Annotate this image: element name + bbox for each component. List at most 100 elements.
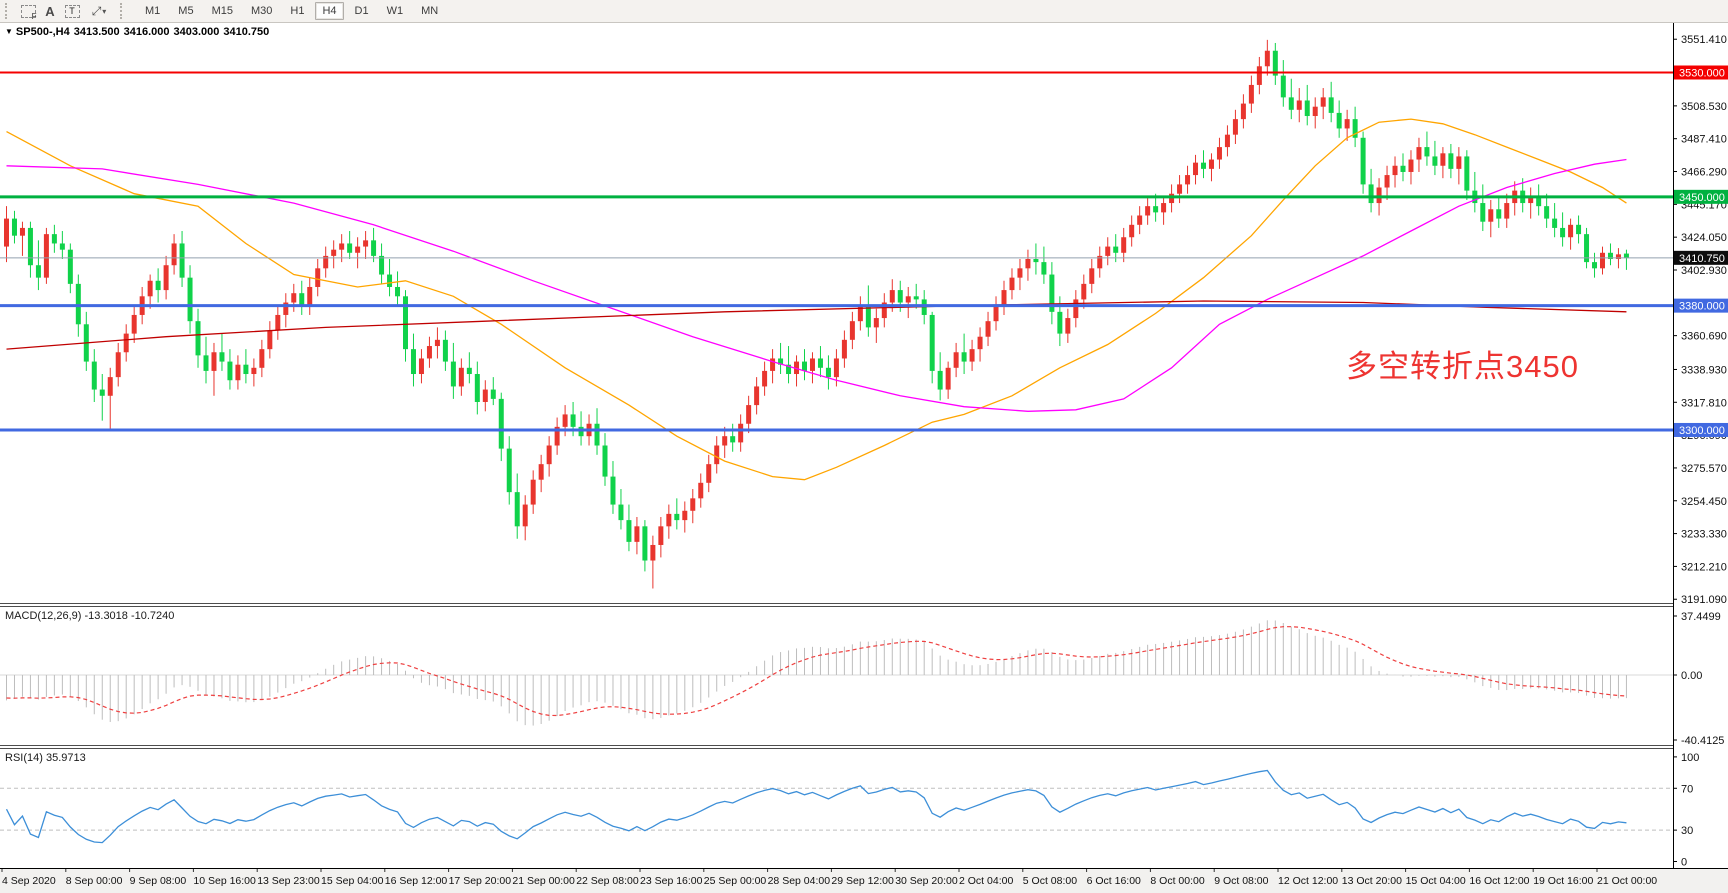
candle-body	[1216, 147, 1222, 160]
candle-body	[570, 414, 576, 427]
candle-body	[171, 243, 177, 266]
timeframe-button-M30[interactable]: M30	[250, 5, 273, 17]
timeframe-button-H4[interactable]: H4	[315, 2, 344, 20]
candle-body	[1081, 283, 1087, 300]
text-tool-button[interactable]: T	[61, 2, 83, 20]
candle-body	[498, 398, 504, 449]
candle-body	[522, 504, 528, 527]
candle-body	[99, 389, 105, 396]
candle-body	[546, 445, 552, 465]
candle-body	[1408, 159, 1414, 172]
candle-body	[754, 386, 760, 406]
time-tick-label: 19 Oct 16:00	[1533, 875, 1593, 887]
candle-body	[1113, 246, 1119, 253]
candle-body	[1464, 156, 1470, 191]
timeframe-button-M15[interactable]: M15	[211, 5, 233, 17]
candle-body	[762, 370, 768, 387]
rsi-indicator-label: RSI(14) 35.9713	[5, 752, 86, 764]
timeframe-button-D1[interactable]: D1	[354, 5, 369, 17]
candle-body	[1025, 259, 1031, 269]
timeframe-button-H1[interactable]: H1	[290, 5, 305, 17]
symbol-info: ▼ SP500-,H4 3413.500 3416.000 3403.000 3410.7…	[5, 26, 273, 38]
candle-body	[937, 370, 943, 390]
toolbar-grip-2[interactable]	[120, 3, 127, 19]
candle-body	[91, 361, 97, 390]
candle-body	[482, 389, 488, 402]
candle-body	[634, 526, 640, 542]
candle-body	[809, 358, 815, 371]
candle-body	[195, 321, 201, 356]
arrows-tool-button[interactable]: ⤢ ▾	[83, 2, 115, 20]
candle-body	[115, 352, 121, 378]
timeframe-button-W1[interactable]: W1	[386, 5, 404, 17]
candle-body	[1592, 262, 1598, 269]
price-badge	[1674, 189, 1728, 204]
macd-indicator-label: MACD(12,26,9) -13.3018 -10.7240	[5, 610, 175, 622]
price-tick-label: 3212.210	[1681, 561, 1727, 573]
time-tick-label: 29 Sep 12:00	[831, 875, 894, 887]
chart-annotation-text[interactable]: 多空转折点3450	[1346, 349, 1579, 384]
candle-body	[418, 358, 424, 375]
candle-body	[490, 389, 496, 399]
candle-body	[1073, 299, 1079, 319]
candle-body	[403, 296, 408, 350]
candle-body	[889, 290, 895, 303]
symbol-collapse-icon[interactable]: ▼	[5, 27, 13, 36]
candle-body	[1288, 97, 1294, 110]
time-tick-label: 5 Oct 08:00	[1023, 875, 1077, 887]
rsi-axis-label: 30	[1681, 825, 1693, 837]
toolbar-grip[interactable]	[5, 3, 12, 19]
candle-body	[227, 361, 233, 381]
candle-body	[642, 526, 648, 561]
candle-body	[299, 293, 305, 306]
panel-separator[interactable]	[0, 744, 1728, 750]
candle-body	[1153, 206, 1159, 213]
rsi-axis-label: 100	[1681, 752, 1699, 764]
candle-body	[1208, 159, 1214, 169]
candle-body	[594, 423, 600, 446]
candle-body	[371, 240, 377, 256]
candle-body	[817, 358, 823, 368]
candle-body	[993, 305, 999, 322]
candle-body	[1105, 246, 1111, 256]
candle-body	[1137, 215, 1143, 225]
candle-body	[929, 314, 935, 371]
candle-body	[259, 349, 265, 368]
price-badge-label: 3380.000	[1679, 301, 1725, 313]
candle-body	[1336, 112, 1342, 129]
candle-body	[953, 352, 959, 368]
candle-body	[363, 240, 369, 247]
candle-body	[881, 302, 887, 319]
timeframe-button-MN[interactable]: MN	[421, 5, 439, 17]
candle-body	[1360, 137, 1366, 185]
candle-body	[331, 249, 337, 256]
candle-body	[19, 227, 25, 236]
price-tick-label: 3466.290	[1681, 167, 1727, 179]
timeframe-button-M5[interactable]: M5	[178, 5, 194, 17]
candle-body	[618, 504, 624, 521]
ohlc-open: 3413.500	[73, 26, 120, 38]
time-tick-label: 22 Sep 08:00	[576, 875, 639, 887]
time-tick-label: 2 Oct 04:00	[959, 875, 1013, 887]
candle-body	[35, 265, 41, 278]
ma-fast-orange-line	[6, 118, 1627, 481]
label-tool-button[interactable]: A	[39, 2, 61, 20]
time-tick-label: 8 Oct 00:00	[1150, 875, 1204, 887]
candle-body	[714, 445, 720, 465]
time-tick-label: 21 Sep 00:00	[512, 875, 575, 887]
candle-body	[67, 249, 73, 284]
candle-body	[578, 426, 584, 437]
price-tick-label: 3191.090	[1681, 594, 1727, 606]
panel-separator[interactable]	[0, 602, 1728, 608]
price-axis-column[interactable]	[1674, 22, 1728, 868]
timeframe-button-M1[interactable]: M1	[145, 5, 161, 17]
candle-body	[211, 352, 217, 371]
candle-body	[1041, 262, 1047, 275]
candle-body	[466, 367, 472, 375]
candle-body	[770, 358, 776, 371]
frame-tool-button[interactable]: F	[17, 2, 39, 21]
candle-body	[562, 414, 568, 427]
candle-body	[1584, 234, 1590, 263]
candle-body	[1352, 119, 1358, 138]
